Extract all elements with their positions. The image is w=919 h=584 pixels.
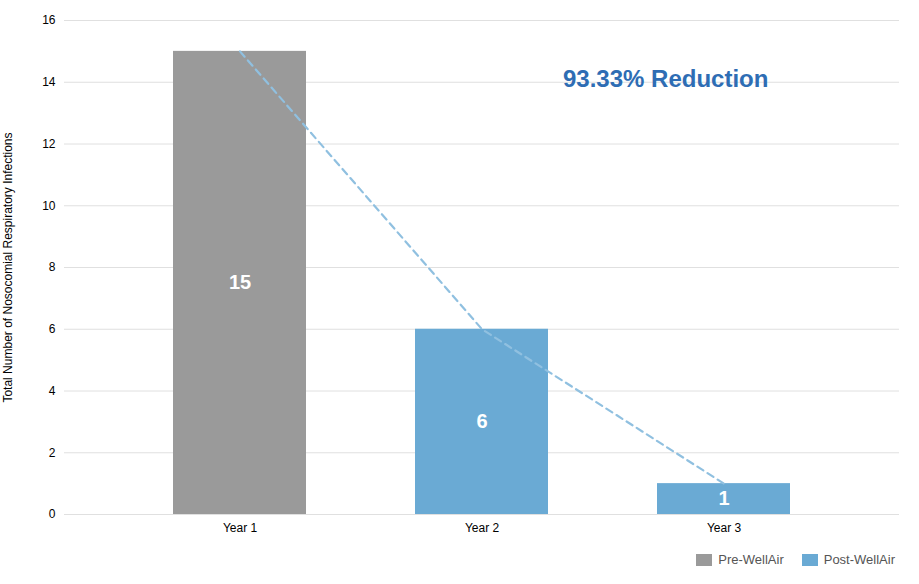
svg-text:10: 10 — [42, 199, 56, 213]
svg-text:8: 8 — [49, 260, 56, 274]
svg-text:15: 15 — [229, 271, 251, 293]
svg-text:Total Number of Nosocomial Res: Total Number of Nosocomial Respiratory I… — [1, 132, 15, 402]
svg-text:14: 14 — [42, 75, 56, 89]
svg-text:Year 3: Year 3 — [707, 521, 742, 535]
html-text:Post-WellAir: Post-WellAir — [823, 552, 895, 567]
svg-text:0: 0 — [49, 507, 56, 521]
svg-text:4: 4 — [49, 384, 56, 398]
svg-text:Year 2: Year 2 — [465, 521, 500, 535]
html-text:Pre-WellAir: Pre-WellAir — [718, 552, 784, 567]
svg-text:12: 12 — [42, 137, 56, 151]
svg-text:6: 6 — [49, 322, 56, 336]
svg-text:16: 16 — [42, 13, 56, 27]
svg-text:93.33% Reduction: 93.33% Reduction — [563, 65, 768, 92]
svg-text:Year 1: Year 1 — [223, 521, 258, 535]
svg-text:2: 2 — [49, 446, 56, 460]
svg-text:6: 6 — [476, 410, 487, 432]
svg-text:1: 1 — [718, 487, 729, 509]
